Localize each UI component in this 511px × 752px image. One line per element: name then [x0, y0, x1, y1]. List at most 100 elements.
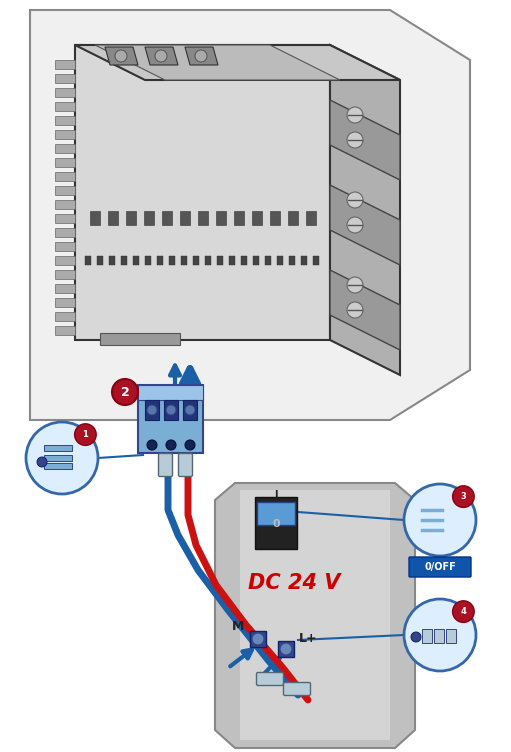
Circle shape: [347, 277, 363, 293]
Polygon shape: [215, 483, 415, 748]
Bar: [145, 256, 151, 265]
Bar: [301, 256, 307, 265]
Polygon shape: [55, 102, 75, 111]
Bar: [162, 211, 172, 225]
Bar: [44, 463, 72, 469]
Circle shape: [185, 440, 195, 450]
Text: DC 24 V: DC 24 V: [248, 573, 340, 593]
Text: 0/OFF: 0/OFF: [424, 562, 456, 572]
Polygon shape: [138, 385, 203, 453]
Bar: [434, 629, 444, 643]
Polygon shape: [240, 490, 390, 740]
Text: M: M: [232, 620, 244, 633]
Polygon shape: [55, 242, 75, 251]
Bar: [145, 400, 159, 420]
Bar: [180, 211, 190, 225]
Bar: [85, 256, 91, 265]
FancyBboxPatch shape: [178, 453, 193, 477]
Bar: [205, 256, 211, 265]
Bar: [241, 256, 247, 265]
Bar: [144, 211, 154, 225]
Text: 3: 3: [460, 492, 466, 501]
Polygon shape: [30, 10, 470, 420]
Bar: [44, 455, 72, 461]
Circle shape: [166, 440, 176, 450]
Polygon shape: [55, 284, 75, 293]
Text: 4: 4: [460, 607, 467, 616]
Polygon shape: [55, 186, 75, 195]
Polygon shape: [55, 88, 75, 97]
FancyBboxPatch shape: [158, 453, 173, 477]
Circle shape: [347, 107, 363, 123]
Polygon shape: [105, 47, 138, 65]
Polygon shape: [55, 256, 75, 265]
Bar: [183, 400, 197, 420]
Polygon shape: [257, 502, 295, 525]
Bar: [181, 256, 187, 265]
Bar: [90, 211, 100, 225]
Polygon shape: [330, 185, 400, 265]
Polygon shape: [55, 228, 75, 237]
Bar: [193, 256, 199, 265]
Circle shape: [147, 405, 157, 415]
Circle shape: [280, 643, 292, 655]
Bar: [157, 256, 163, 265]
Polygon shape: [55, 298, 75, 307]
Polygon shape: [55, 200, 75, 209]
Circle shape: [453, 601, 474, 623]
Bar: [109, 256, 115, 265]
Bar: [217, 256, 223, 265]
Polygon shape: [330, 270, 400, 350]
Text: 0: 0: [272, 519, 280, 529]
Bar: [133, 256, 139, 265]
Circle shape: [347, 302, 363, 318]
Bar: [270, 211, 280, 225]
FancyBboxPatch shape: [409, 557, 471, 577]
Circle shape: [166, 405, 176, 415]
Circle shape: [37, 457, 47, 467]
Text: L+: L+: [299, 632, 317, 644]
Polygon shape: [55, 144, 75, 153]
Bar: [313, 256, 319, 265]
Bar: [277, 256, 283, 265]
Bar: [253, 256, 259, 265]
Bar: [108, 211, 118, 225]
Polygon shape: [55, 326, 75, 335]
Circle shape: [347, 192, 363, 208]
Circle shape: [147, 440, 157, 450]
Polygon shape: [55, 312, 75, 321]
Polygon shape: [95, 45, 340, 80]
Polygon shape: [55, 130, 75, 139]
Bar: [229, 256, 235, 265]
Bar: [97, 256, 103, 265]
Bar: [100, 333, 180, 345]
Circle shape: [404, 484, 476, 556]
Polygon shape: [55, 158, 75, 167]
Bar: [255, 497, 297, 549]
Bar: [121, 256, 127, 265]
Polygon shape: [330, 100, 400, 180]
Circle shape: [112, 379, 138, 405]
Bar: [164, 400, 178, 420]
Polygon shape: [75, 45, 400, 80]
Bar: [250, 631, 266, 647]
Polygon shape: [55, 172, 75, 181]
FancyBboxPatch shape: [284, 683, 311, 696]
Circle shape: [26, 422, 98, 494]
Bar: [44, 445, 72, 451]
Bar: [169, 256, 175, 265]
Polygon shape: [55, 270, 75, 279]
Polygon shape: [55, 74, 75, 83]
Polygon shape: [145, 47, 178, 65]
Text: 2: 2: [121, 386, 129, 399]
Bar: [198, 211, 208, 225]
Circle shape: [115, 50, 127, 62]
Bar: [288, 211, 298, 225]
Bar: [422, 629, 432, 643]
Circle shape: [347, 217, 363, 233]
Circle shape: [155, 50, 167, 62]
Bar: [234, 211, 244, 225]
Circle shape: [195, 50, 207, 62]
Circle shape: [411, 632, 421, 642]
FancyBboxPatch shape: [257, 672, 284, 686]
